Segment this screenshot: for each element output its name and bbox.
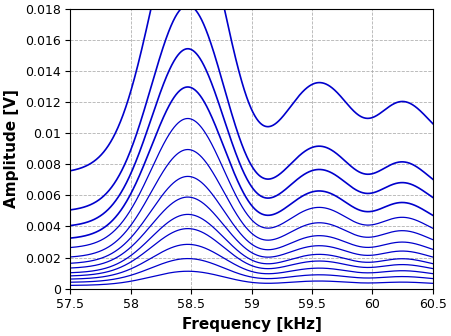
Y-axis label: Amplitude [V]: Amplitude [V]	[4, 89, 19, 208]
X-axis label: Frequency [kHz]: Frequency [kHz]	[182, 317, 322, 332]
